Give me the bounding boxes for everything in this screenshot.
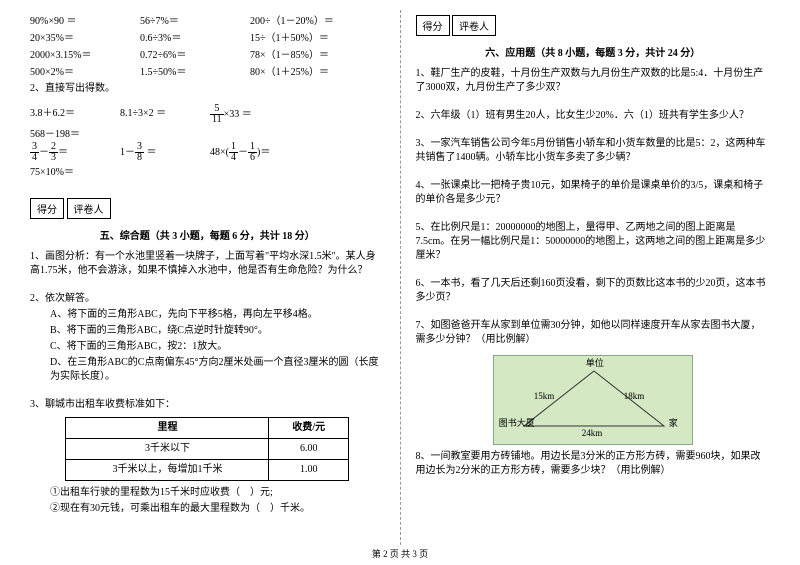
q6-8: 8、一间教室要用方砖铺地。用边长是3分米的正方形方砖，需要960块，如果改用边长… bbox=[416, 450, 771, 478]
q5-2-item: C、将下面的三角形ABC，按2：1放大。 bbox=[30, 340, 385, 354]
eq: 48×(14－16)＝ bbox=[210, 142, 300, 163]
table-header: 里程 bbox=[66, 418, 269, 439]
eq: 500×2%＝ bbox=[30, 63, 140, 78]
score-box: 得分 bbox=[30, 198, 64, 219]
eq: 511×33 ＝ bbox=[210, 104, 300, 125]
eq: 0.6÷3%＝ bbox=[140, 29, 250, 44]
eq: 200÷（1－20%）＝ bbox=[250, 12, 360, 27]
q5-2-item: B、将下面的三角形ABC，绕C点逆时针旋转90°。 bbox=[30, 324, 385, 338]
page-footer: 第 2 页 共 3 页 bbox=[0, 547, 800, 560]
diagram-label: 18km bbox=[624, 391, 645, 401]
q6-7: 7、如图爸爸开车从家到单位需30分钟，如他以同样速度开车从家去图书大厦，需多少分… bbox=[416, 319, 771, 347]
table-cell: 6.00 bbox=[269, 439, 349, 460]
q5-3-title: 3、聊城市出租车收费标准如下： bbox=[30, 398, 385, 412]
score-box: 得分 bbox=[416, 15, 450, 36]
eq: 568－198＝ bbox=[30, 125, 120, 140]
q5-3: 3、聊城市出租车收费标准如下： 里程收费/元 3千米以下6.00 3千米以上，每… bbox=[30, 398, 385, 516]
section6-title: 六、应用题（共 8 小题，每题 3 分，共计 24 分） bbox=[416, 44, 771, 59]
fare-table: 里程收费/元 3千米以下6.00 3千米以上，每增加1千米1.00 bbox=[65, 417, 349, 481]
reviewer-box: 评卷人 bbox=[67, 198, 111, 219]
right-column: 得分 评卷人 六、应用题（共 8 小题，每题 3 分，共计 24 分） 1、鞋厂… bbox=[406, 10, 781, 545]
eq: 1－38 ＝ bbox=[120, 142, 210, 163]
q5-1: 1、画图分析：有一个水池里竖着一块牌子，上面写着"平均水深1.5米"。某人身高1… bbox=[30, 250, 385, 278]
q5-3-sub1: ①出租车行驶的里程数为15千米时应收费（ ）元; bbox=[30, 486, 385, 500]
q6-4: 4、一张课桌比一把椅子贵10元，如果椅子的单价是课桌单价的3/5，课桌和椅子的单… bbox=[416, 179, 771, 207]
q6-3: 3、一家汽车销售公司今年5月份销售小轿车和小货车数量的比是5：2，这两种车共销售… bbox=[416, 137, 771, 165]
eq: 78×（1－85%）＝ bbox=[250, 46, 360, 61]
left-column: 90%×90 ＝56÷7%＝200÷（1－20%）＝ 20×35%＝0.6÷3%… bbox=[20, 10, 395, 545]
equation-block: 90%×90 ＝56÷7%＝200÷（1－20%）＝ 20×35%＝0.6÷3%… bbox=[30, 12, 385, 78]
q2-row2: 34－23＝ 1－38 ＝ 48×(14－16)＝ 75×10%＝ bbox=[30, 142, 385, 178]
q6-6: 6、一本书，看了几天后还剩160页没看，剩下的页数比这本书的少20页，这本书多少… bbox=[416, 277, 771, 305]
eq: 8.1÷3×2 ＝ bbox=[120, 104, 210, 125]
eq: 90%×90 ＝ bbox=[30, 12, 140, 27]
table-cell: 3千米以下 bbox=[66, 439, 269, 460]
eq: 80×（1＋25%）＝ bbox=[250, 63, 360, 78]
q5-3-sub2: ②现在有30元钱，可乘出租车的最大里程数为（ ）千米。 bbox=[30, 502, 385, 516]
eq: 20×35%＝ bbox=[30, 29, 140, 44]
diagram-label: 图书大厦 bbox=[499, 416, 535, 429]
table-cell: 3千米以上，每增加1千米 bbox=[66, 460, 269, 481]
eq: 34－23＝ bbox=[30, 142, 120, 163]
diagram-label: 24km bbox=[582, 428, 603, 438]
eq: 56÷7%＝ bbox=[140, 12, 250, 27]
q2-title: 2、直接写出得数。 bbox=[30, 82, 385, 96]
diagram-label: 家 bbox=[669, 416, 678, 429]
q2-row1: 3.8＋6.2＝ 8.1÷3×2 ＝ 511×33 ＝ 568－198＝ bbox=[30, 104, 385, 140]
q5-2: 2、依次解答。 A、将下面的三角形ABC，先向下平移5格，再向左平移4格。 B、… bbox=[30, 292, 385, 384]
triangle-diagram: 单位 15km 18km 图书大厦 家 24km bbox=[493, 355, 693, 445]
q5-2-title: 2、依次解答。 bbox=[30, 292, 385, 306]
eq: 15÷（1＋50%）＝ bbox=[250, 29, 360, 44]
section5-title: 五、综合题（共 3 小题，每题 6 分，共计 18 分） bbox=[30, 227, 385, 242]
column-divider bbox=[400, 10, 401, 545]
eq: 2000×3.15%＝ bbox=[30, 46, 140, 61]
table-cell: 1.00 bbox=[269, 460, 349, 481]
eq: 3.8＋6.2＝ bbox=[30, 104, 120, 125]
q6-2: 2、六年级（1）班有男生20人，比女生少20%．六（1）班共有学生多少人？ bbox=[416, 109, 771, 123]
q6-5: 5、在比例尺是1：20000000的地图上，量得甲、乙两地之间的图上距离是7.5… bbox=[416, 221, 771, 263]
table-header: 收费/元 bbox=[269, 418, 349, 439]
eq: 75×10%＝ bbox=[30, 163, 120, 178]
q5-2-item: A、将下面的三角形ABC，先向下平移5格，再向左平移4格。 bbox=[30, 308, 385, 322]
diagram-label: 15km bbox=[534, 391, 555, 401]
diagram-label: 单位 bbox=[586, 356, 604, 369]
q6-1: 1、鞋厂生产的皮鞋，十月份生产双数与九月份生产双数的比是5:4．十月份生产了30… bbox=[416, 67, 771, 95]
eq: 0.72÷6%＝ bbox=[140, 46, 250, 61]
eq: 1.5÷50%＝ bbox=[140, 63, 250, 78]
reviewer-box: 评卷人 bbox=[452, 15, 496, 36]
q5-2-item: D、在三角形ABC的C点南偏东45°方向2厘米处画一个直径3厘米的圆（长度为实际… bbox=[30, 356, 385, 384]
